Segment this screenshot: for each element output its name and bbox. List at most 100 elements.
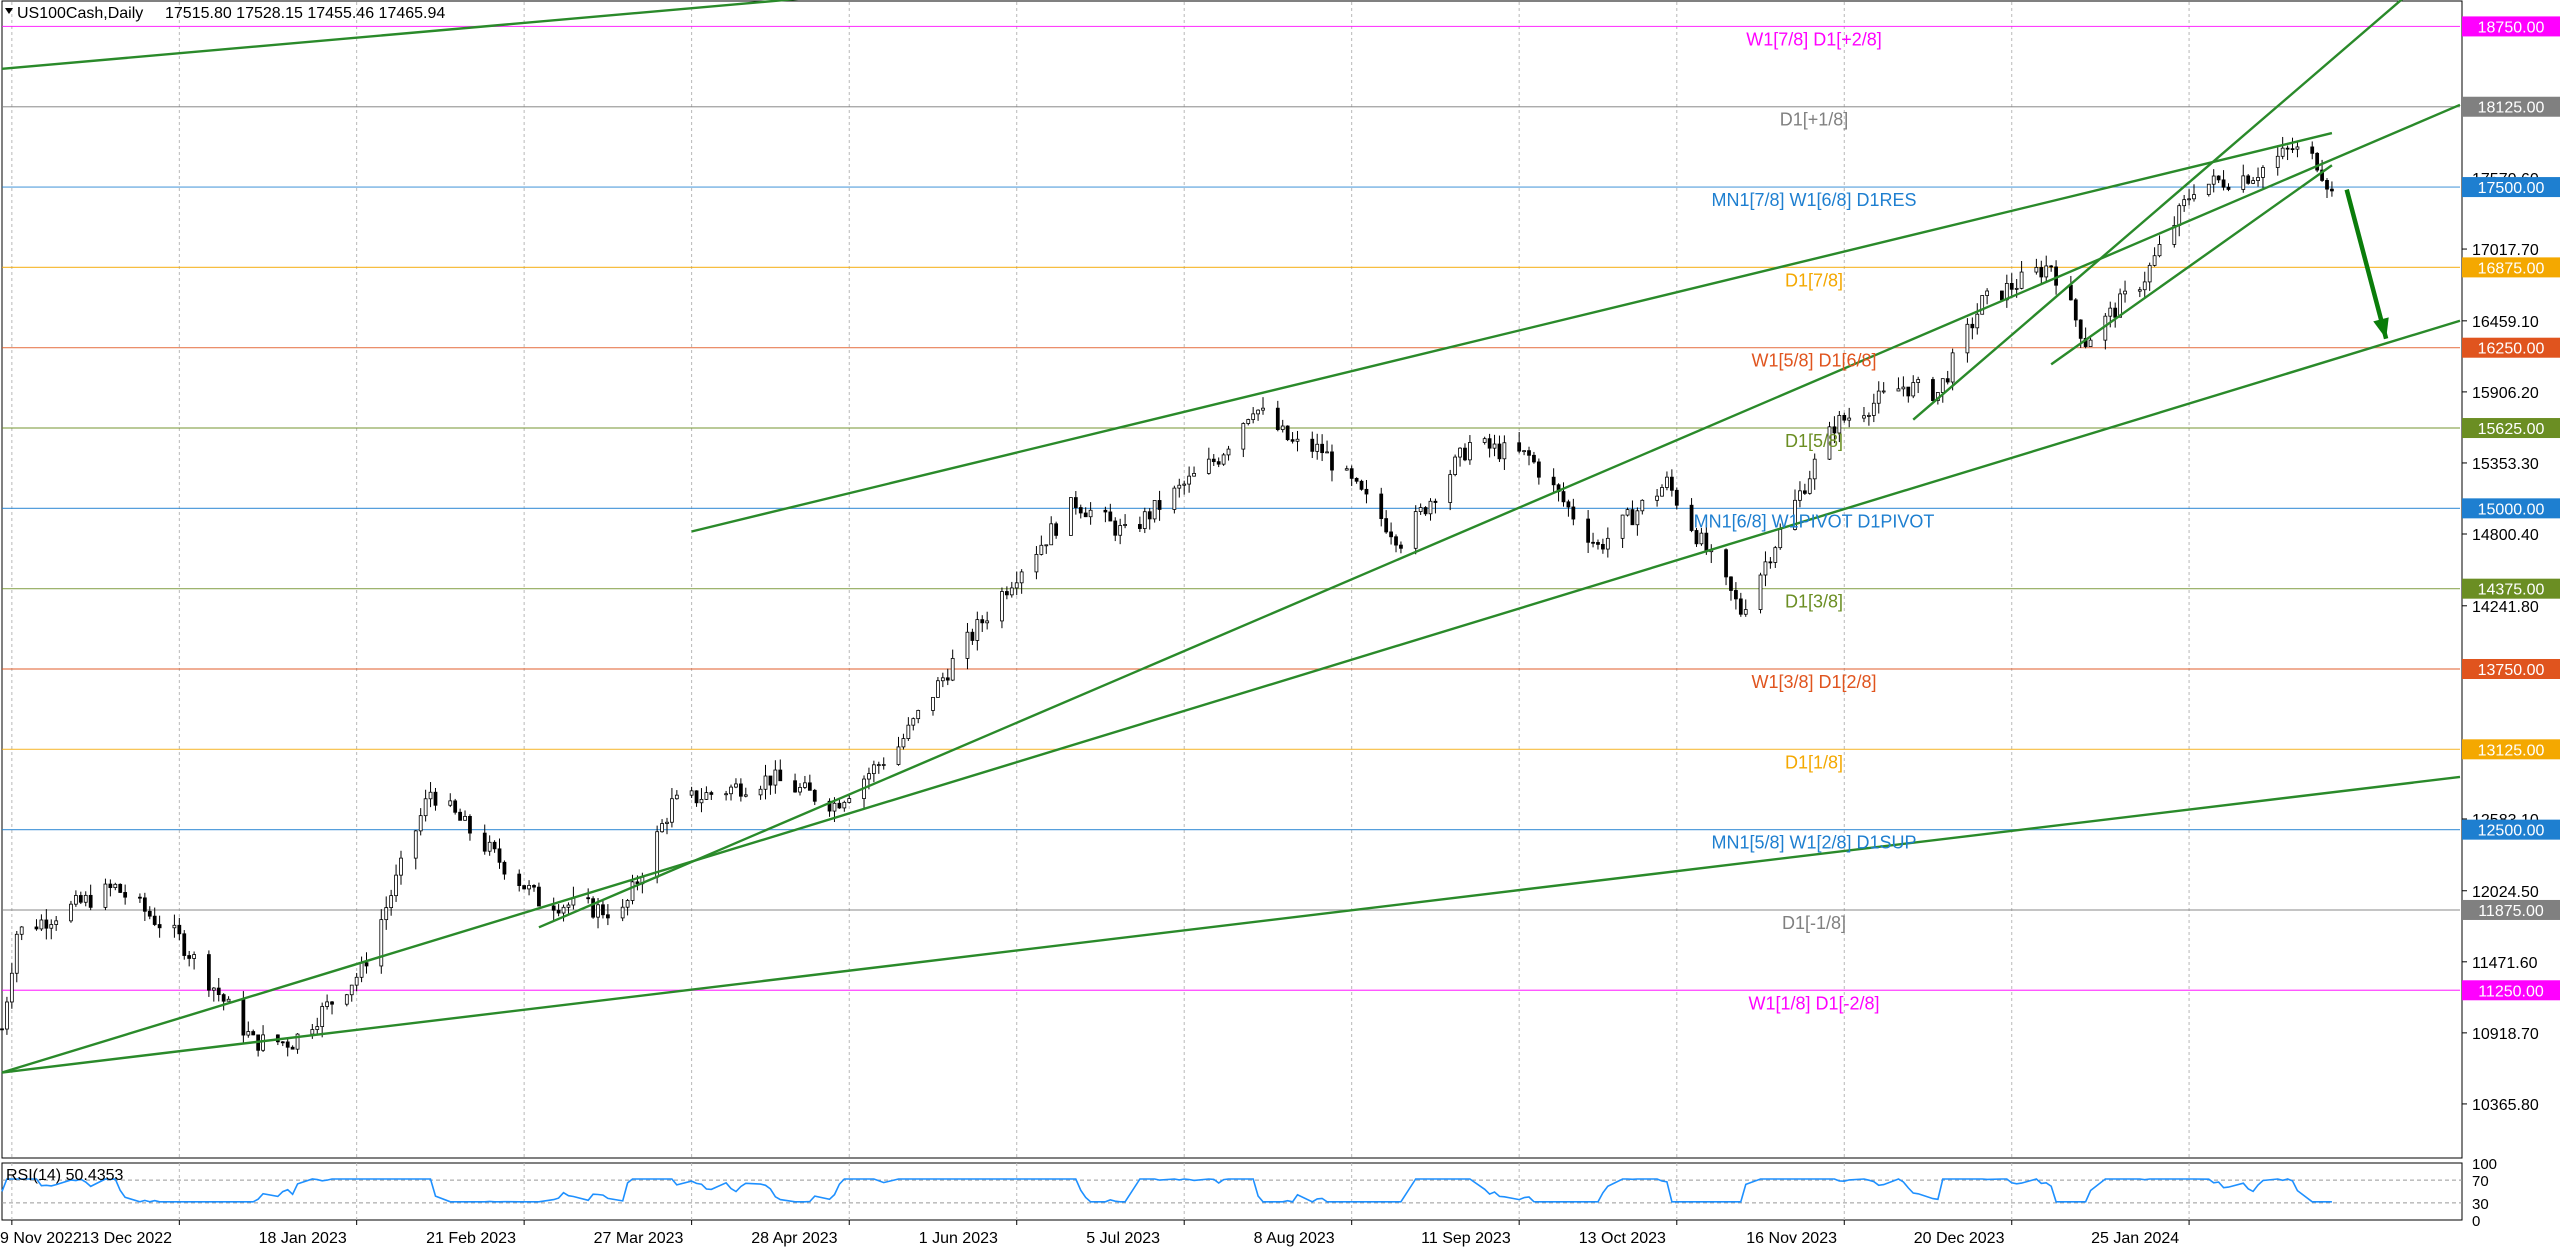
candle-body — [54, 920, 59, 925]
murrey-level-label: W1[7/8] D1[+2/8] — [1746, 29, 1882, 49]
candle-body — [1285, 425, 1290, 441]
price-tag-label: 12500.00 — [2478, 823, 2545, 840]
candle-body — [896, 746, 901, 765]
price-tag-box — [2462, 899, 2560, 920]
candle-body — [2226, 186, 2231, 190]
candle-body — [1413, 511, 1418, 549]
trend-line — [538, 103, 2461, 929]
candle-body — [2280, 147, 2285, 157]
candle-body — [1428, 500, 1433, 515]
trend-line — [1, 0, 799, 71]
candle-body — [532, 885, 536, 888]
candle-body — [1734, 590, 1738, 600]
candle-body — [83, 894, 88, 903]
candle-body — [1423, 507, 1428, 515]
candle-body — [1916, 379, 1921, 383]
candle-body — [1793, 499, 1797, 530]
candle-body — [1901, 386, 1906, 390]
candle-body — [1364, 488, 1369, 495]
y-axis-tick-label: 15353.30 — [2472, 456, 2539, 473]
candle-body — [2123, 290, 2127, 295]
candle-body — [694, 790, 699, 804]
candle-body — [537, 886, 541, 907]
x-axis-tick-label: 28 Apr 2023 — [751, 1230, 837, 1247]
candle-body — [1014, 582, 1019, 589]
candle-body — [1069, 497, 1073, 536]
candle-body — [739, 783, 743, 797]
candle-body — [1049, 523, 1054, 546]
candle-body — [1482, 438, 1487, 443]
candle-body — [1778, 529, 1783, 549]
candle-body — [1088, 509, 1093, 518]
candle-body — [1827, 426, 1832, 460]
candle-body — [1211, 458, 1216, 463]
candle-body — [1876, 390, 1881, 404]
candle-body — [482, 832, 487, 852]
candle-body — [2182, 199, 2187, 207]
x-axis-tick-label: 1 Jun 2023 — [919, 1230, 998, 1247]
candle-body — [2320, 169, 2324, 181]
candle-body — [2172, 225, 2177, 245]
candle-body — [1256, 409, 1260, 415]
candle-body — [172, 924, 177, 929]
candle-body — [847, 798, 852, 803]
murrey-level-label: W1[5/8] D1[6/8] — [1751, 351, 1876, 371]
candle-body — [389, 895, 394, 909]
header-layer: US100Cash,Daily 17515.80 17528.15 17455.… — [5, 5, 445, 22]
x-axis-tick-label: 27 Mar 2023 — [594, 1230, 684, 1247]
candle-body — [1842, 415, 1847, 421]
candle-body — [2211, 175, 2216, 185]
candle-body — [2256, 177, 2260, 181]
candle-body — [1911, 382, 1916, 397]
candle-body — [660, 823, 664, 833]
candle-body — [591, 898, 595, 918]
candle-body — [246, 1031, 251, 1036]
candle-body — [1605, 537, 1610, 550]
x-axis-tick-label: 8 Aug 2023 — [1254, 1230, 1335, 1247]
candle-body — [1359, 480, 1364, 490]
candle-body — [74, 895, 78, 905]
x-axis-tick-label: 9 Nov 2022 — [0, 1230, 82, 1247]
candle-body — [1561, 491, 1566, 503]
price-tag-box — [2462, 418, 2560, 439]
murrey-level-label: MN1[5/8] W1[2/8] D1SUP — [1711, 833, 1916, 853]
candle-body — [1502, 442, 1507, 460]
murrey-level-label: D1[+1/8] — [1780, 110, 1849, 130]
candle-body — [827, 800, 832, 812]
candle-body — [1389, 531, 1393, 538]
candle-body — [975, 619, 980, 641]
candle-body — [9, 972, 14, 1003]
symbol-dropdown-icon[interactable] — [5, 8, 13, 14]
candle-body — [2152, 255, 2157, 266]
candle-body — [2009, 283, 2014, 290]
candle-body — [49, 924, 54, 929]
candle-body — [1881, 390, 1886, 393]
candle-body — [763, 775, 768, 790]
x-axis-tick-label: 21 Feb 2023 — [426, 1230, 516, 1247]
candle-body — [517, 873, 522, 886]
candle-body — [1177, 484, 1182, 489]
candle-body — [1354, 477, 1359, 482]
candle-body — [2108, 307, 2113, 317]
candle-body — [187, 955, 192, 959]
candle-body — [261, 1034, 265, 1051]
candle-body — [837, 802, 842, 809]
candle-body — [2113, 307, 2118, 318]
candle-body — [1123, 524, 1127, 526]
candle-body — [2330, 188, 2334, 192]
candle-body — [192, 954, 196, 959]
price-tag-box — [2462, 337, 2560, 358]
candle-body — [655, 831, 660, 878]
y-axis-tick-label: 12024.50 — [2472, 884, 2539, 901]
candle-body — [2049, 265, 2054, 268]
candle-body — [1867, 415, 1871, 417]
y-axis-tick-label: 10365.80 — [2472, 1097, 2539, 1114]
chart-symbol-label: US100Cash,Daily — [17, 5, 143, 22]
price-tag-box — [2462, 257, 2560, 278]
candle-body — [379, 919, 384, 967]
candle-body — [1551, 476, 1556, 486]
candle-body — [241, 998, 246, 1036]
candle-body — [502, 861, 507, 875]
candle-body — [2157, 244, 2162, 257]
price-tag-box — [2462, 739, 2560, 760]
